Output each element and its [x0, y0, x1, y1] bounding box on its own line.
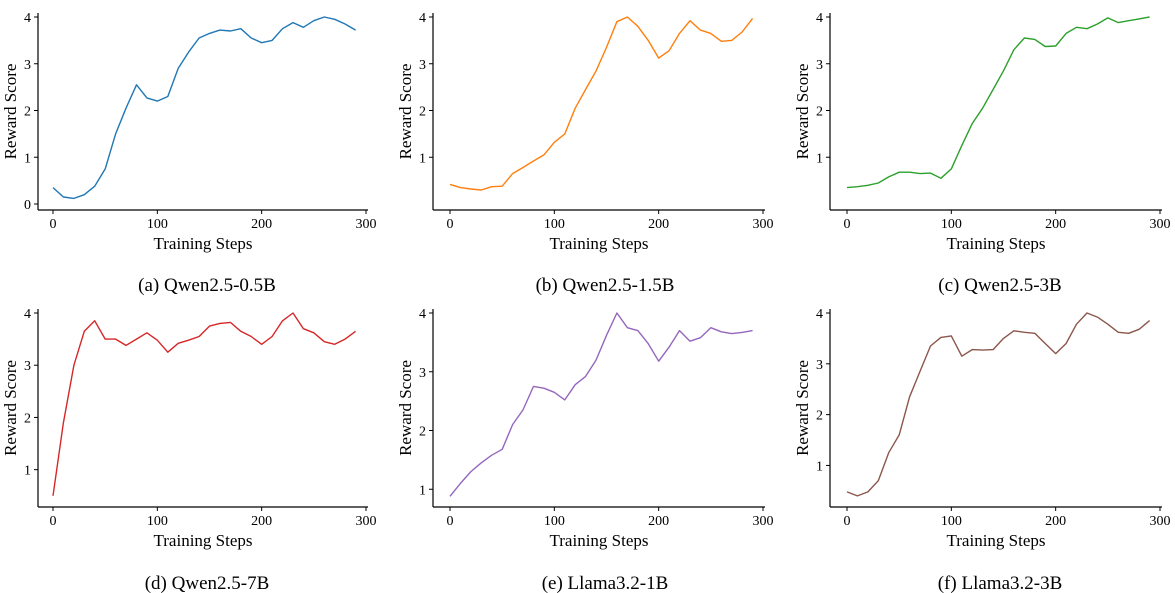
y-tick-label: 4 — [419, 307, 426, 322]
x-axis-label: Training Steps — [946, 531, 1045, 550]
x-tick-label: 200 — [251, 514, 272, 529]
x-tick-label: 300 — [356, 217, 377, 232]
x-axis-label: Training Steps — [549, 531, 648, 550]
x-tick-label: 200 — [648, 514, 669, 529]
y-tick-label: 1 — [816, 459, 823, 474]
x-tick-label: 0 — [844, 217, 851, 232]
series-line — [449, 312, 753, 497]
y-axis-label: Reward Score — [793, 360, 812, 456]
y-tick-label: 3 — [24, 359, 31, 374]
x-tick-label: 300 — [356, 514, 377, 529]
y-tick-label: 3 — [24, 58, 31, 73]
x-tick-label: 100 — [544, 217, 565, 232]
panel-caption: (c) Qwen2.5-3B — [938, 275, 1061, 296]
chart-panel-2: 0 100 200 300 1 2 3 4 Training Steps Reward Score… — [396, 11, 774, 296]
y-tick-label: 0 — [24, 198, 31, 213]
y-tick-label: 4 — [816, 11, 823, 26]
x-tick-label: 100 — [147, 217, 168, 232]
y-tick-label: 3 — [419, 58, 426, 73]
y-tick-label: 4 — [816, 307, 823, 322]
x-tick-label: 200 — [648, 217, 669, 232]
y-tick-label: 4 — [24, 11, 31, 26]
x-tick-label: 200 — [1045, 514, 1066, 529]
x-tick-label: 0 — [447, 217, 454, 232]
x-tick-label: 300 — [1150, 514, 1171, 529]
x-tick-label: 0 — [50, 217, 57, 232]
y-axis-label: Reward Score — [396, 360, 415, 456]
x-tick-label: 0 — [447, 514, 454, 529]
x-tick-label: 0 — [50, 514, 57, 529]
x-tick-label: 300 — [1150, 217, 1171, 232]
y-tick-label: 3 — [816, 58, 823, 73]
x-tick-label: 300 — [753, 217, 774, 232]
x-tick-label: 0 — [844, 514, 851, 529]
x-tick-label: 200 — [1045, 217, 1066, 232]
y-tick-label: 2 — [24, 105, 31, 120]
series-line — [846, 312, 1151, 497]
y-tick-label: 3 — [816, 358, 823, 373]
panel-caption: (b) Qwen2.5-1.5B — [536, 275, 675, 296]
x-axis-label: Training Steps — [153, 234, 252, 253]
chart-panel-3: 0 100 200 300 1 2 3 4 Training Steps Reward Score… — [793, 11, 1171, 296]
x-tick-label: 100 — [147, 514, 168, 529]
y-axis-label: Reward Score — [1, 64, 20, 160]
y-tick-label: 4 — [24, 307, 31, 322]
y-axis-label: Reward Score — [396, 64, 415, 160]
y-tick-label: 2 — [419, 425, 426, 440]
chart-panel-5: 0 100 200 300 1 2 3 4 Training Steps Reward Score… — [396, 307, 774, 593]
x-tick-label: 100 — [544, 514, 565, 529]
x-axis-label: Training Steps — [153, 531, 252, 550]
panel-caption: (a) Qwen2.5-0.5B — [138, 275, 276, 296]
x-axis-label: Training Steps — [946, 234, 1045, 253]
y-tick-label: 4 — [419, 11, 426, 26]
series-line — [846, 16, 1150, 189]
y-tick-label: 1 — [816, 151, 823, 166]
y-tick-label: 1 — [24, 151, 31, 166]
chart-panel-4: 0 100 200 300 1 2 3 4 Training Steps Reward Score… — [1, 307, 377, 593]
y-tick-label: 2 — [816, 105, 823, 120]
panel-caption: (e) Llama3.2-1B — [542, 573, 669, 593]
x-axis-label: Training Steps — [549, 234, 648, 253]
y-tick-label: 3 — [419, 366, 426, 381]
panel-caption: (f) Llama3.2-3B — [938, 573, 1063, 593]
y-tick-label: 1 — [419, 483, 426, 498]
y-tick-label: 2 — [816, 409, 823, 424]
y-tick-label: 2 — [24, 411, 31, 426]
series-line — [52, 16, 356, 200]
panel-caption: (d) Qwen2.5-7B — [145, 573, 270, 593]
series-line — [52, 312, 357, 496]
x-tick-label: 100 — [941, 217, 962, 232]
x-tick-label: 200 — [251, 217, 272, 232]
x-tick-label: 300 — [753, 514, 774, 529]
x-tick-label: 100 — [941, 514, 962, 529]
y-tick-label: 1 — [24, 464, 31, 479]
chart-panel-6: 0 100 200 300 1 2 3 4 Training Steps Reward Score… — [793, 307, 1171, 593]
y-tick-label: 1 — [419, 151, 426, 166]
y-tick-label: 2 — [419, 105, 426, 120]
series-line — [449, 16, 754, 191]
y-axis-label: Reward Score — [1, 360, 20, 456]
chart-panel-1: 0 100 200 300 0 1 2 3 4 Training Steps Reward Scor… — [1, 11, 377, 296]
y-axis-label: Reward Score — [793, 64, 812, 160]
